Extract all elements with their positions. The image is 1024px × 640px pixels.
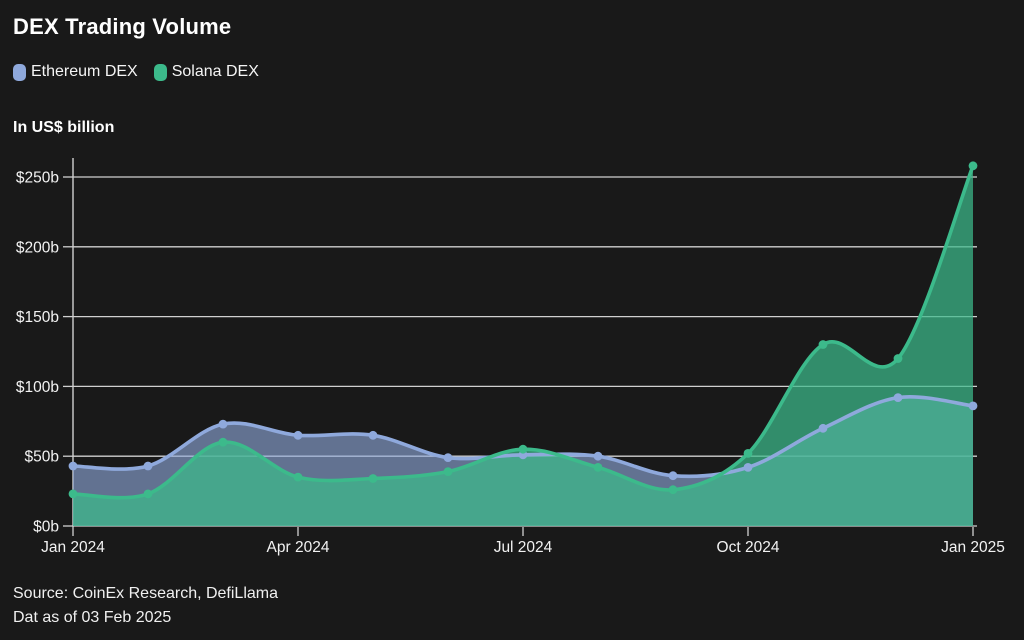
- y-tick-label-$200b: $200b: [16, 239, 59, 256]
- ethereum-dex-point-dec-2024: [893, 393, 903, 402]
- source-line: Source: CoinEx Research, DefiLlama: [13, 585, 279, 602]
- solana-dex-point-apr-2024: [293, 472, 303, 482]
- solana-dex-line: [71, 164, 975, 500]
- x-tick-label-jul-2024: Jul 2024: [494, 539, 553, 556]
- ethereum-dex-point-jan-2024: [68, 461, 78, 471]
- ethereum-dex-point-sep-2024: [668, 471, 678, 481]
- ethereum-dex-point-mar-2024: [218, 419, 228, 429]
- ethereum-dex-point-aug-2024: [593, 451, 603, 461]
- asof-line: Dat as of 03 Feb 2025: [13, 609, 172, 626]
- legend-label-solana: Solana DEX: [171, 63, 259, 80]
- solana-swatch-icon: [153, 63, 167, 81]
- ethereum-dex-point-oct-2024: [743, 463, 753, 472]
- solana-dex-point-sep-2024: [668, 485, 678, 495]
- units-label: In US$ billion: [13, 119, 115, 136]
- y-tick-label-$100b: $100b: [16, 379, 59, 396]
- solana-dex-point-dec-2024: [893, 354, 903, 363]
- solana-dex-point-aug-2024: [593, 463, 603, 472]
- x-tick-label-apr-2024: Apr 2024: [267, 539, 330, 556]
- solana-dex-point-jul-2024: [518, 444, 528, 454]
- solana-dex-point-mar-2024: [218, 437, 228, 447]
- legend-label-ethereum: Ethereum DEX: [31, 63, 138, 80]
- ethereum-dex-point-feb-2024: [143, 461, 153, 471]
- footer: Source: CoinEx Research, DefiLlama Dat a…: [13, 582, 278, 630]
- ethereum-dex-point-apr-2024: [293, 430, 303, 440]
- legend-item-solana: Solana DEX: [153, 63, 259, 81]
- ethereum-dex-point-may-2024: [368, 430, 378, 440]
- solana-dex-point-jun-2024: [443, 467, 453, 476]
- y-tick-label-$250b: $250b: [16, 170, 59, 187]
- y-tick-label-$0b: $0b: [33, 519, 59, 536]
- x-tick-label-oct-2024: Oct 2024: [717, 539, 780, 556]
- legend: Ethereum DEX Solana DEX: [13, 63, 259, 81]
- chart-title: DEX Trading Volume: [13, 14, 232, 39]
- ethereum-swatch-icon: [13, 63, 26, 81]
- solana-dex-point-jan-2025: [968, 161, 978, 171]
- ethereum-dex-point-jun-2024: [443, 453, 453, 462]
- solana-dex-point-feb-2024: [143, 489, 153, 499]
- x-tick-label-jan-2024: Jan 2024: [41, 539, 105, 556]
- solana-dex-area: [73, 165, 973, 527]
- solana-dex-point-may-2024: [368, 474, 378, 483]
- y-tick-label-$50b: $50b: [25, 449, 59, 466]
- x-tick-label-jan-2025: Jan 2025: [941, 539, 1005, 556]
- solana-dex-point-nov-2024: [818, 340, 828, 349]
- legend-item-ethereum: Ethereum DEX: [13, 63, 138, 81]
- ethereum-dex-point-jan-2025: [968, 401, 978, 411]
- solana-dex-point-jan-2024: [68, 489, 78, 499]
- y-tick-label-$150b: $150b: [16, 309, 59, 326]
- solana-dex-point-oct-2024: [743, 449, 753, 458]
- ethereum-dex-point-nov-2024: [818, 423, 828, 433]
